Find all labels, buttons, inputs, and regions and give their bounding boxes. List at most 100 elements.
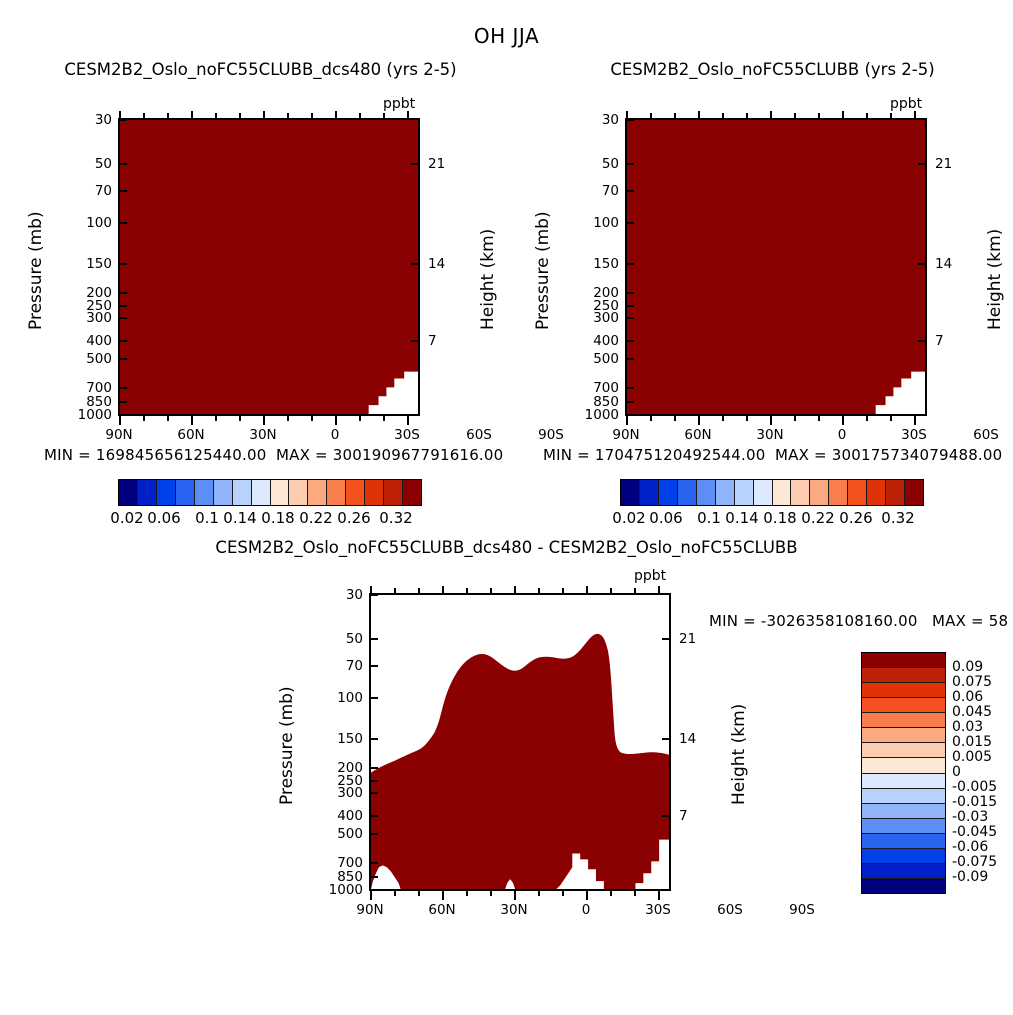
left-colorbar-cell-4 [194, 480, 214, 505]
right-colorbar-cell-2 [658, 480, 678, 505]
left-y2tick-21: 21 [428, 156, 446, 172]
diff-cbar-label-7: 0 [952, 764, 961, 780]
right-colorbar-cell-15 [905, 480, 923, 505]
right-panel-contour-fill [627, 120, 925, 414]
diff-colorbar-cell-8 [862, 773, 945, 789]
right-colorbar-cell-11 [829, 480, 849, 505]
left-ytick-150: 150 [86, 256, 112, 272]
diff-panel-title: CESM2B2_Oslo_noFC55CLUBB_dcs480 - CESM2B… [215, 538, 798, 557]
right-panel-unit: ppbt [890, 96, 923, 112]
left-panel-plot[interactable] [118, 118, 420, 416]
left-panel-title: CESM2B2_Oslo_noFC55CLUBB_dcs480 (yrs 2-5… [64, 60, 457, 79]
diff-ytick-500: 500 [337, 826, 363, 842]
right-colorbar-cell-9 [791, 480, 811, 505]
left-xtick-90S: 90S [538, 427, 564, 443]
diff-cbar-label-1: 0.075 [952, 674, 993, 690]
left-panel-yaxis-name: Pressure (mb) [26, 211, 46, 330]
diff-xtick-90N: 90N [356, 902, 384, 918]
diff-xtick-60N: 60N [428, 902, 456, 918]
left-ytick-300: 300 [86, 310, 112, 326]
left-colorbar-cell-5 [213, 480, 233, 505]
left-colorbar-cell-12 [346, 480, 366, 505]
right-colorbar[interactable] [620, 479, 924, 506]
diff-cbar-label-5: 0.015 [952, 734, 993, 750]
left-y2tick-7: 7 [428, 333, 437, 349]
left-ytick-250: 250 [86, 298, 112, 314]
diff-cbar-label-13: -0.075 [952, 854, 998, 870]
right-colorbar-cell-4 [696, 480, 716, 505]
diff-panel-max: MAX = 58 [932, 612, 1009, 630]
right-xtick-30S: 30S [901, 427, 927, 443]
left-cbar-label-6: 0.26 [337, 509, 371, 527]
diff-colorbar-cell-6 [862, 743, 945, 759]
right-ytick-150: 150 [593, 256, 619, 272]
left-ytick-700: 700 [86, 380, 112, 396]
right-cbar-label-2: 0.1 [697, 509, 721, 527]
right-panel-yaxis-name: Pressure (mb) [533, 211, 553, 330]
right-cbar-label-6: 0.26 [839, 509, 873, 527]
diff-colorbar[interactable] [861, 652, 946, 894]
diff-panel-plot[interactable] [369, 593, 671, 891]
left-cbar-label-7: 0.32 [379, 509, 413, 527]
left-colorbar-cell-7 [251, 480, 271, 505]
right-xtick-90N: 90N [612, 427, 640, 443]
diff-xtick-30S: 30S [645, 902, 671, 918]
right-colorbar-cell-7 [753, 480, 773, 505]
diff-colorbar-cell-11 [862, 818, 945, 834]
right-panel-plot[interactable] [625, 118, 927, 416]
diff-panel-unit: ppbt [634, 568, 667, 584]
diff-ytick-850: 850 [337, 869, 363, 885]
diff-ytick-400: 400 [337, 808, 363, 824]
left-colorbar[interactable] [118, 479, 422, 506]
right-colorbar-cell-14 [886, 480, 906, 505]
right-colorbar-cell-5 [715, 480, 735, 505]
right-ytick-50: 50 [601, 156, 619, 172]
right-panel-title: CESM2B2_Oslo_noFC55CLUBB (yrs 2-5) [610, 60, 935, 79]
left-colorbar-cell-0 [119, 480, 138, 505]
right-xtick-30N: 30N [756, 427, 784, 443]
diff-y2tick-21: 21 [679, 631, 697, 647]
left-colorbar-cell-8 [270, 480, 290, 505]
diff-colorbar-cell-3 [862, 698, 945, 714]
diff-cbar-label-8: -0.005 [952, 779, 998, 795]
right-xtick-60S: 60S [973, 427, 999, 443]
diff-xtick-90S: 90S [789, 902, 815, 918]
right-y2tick-21: 21 [935, 156, 953, 172]
right-y2tick-7: 7 [935, 333, 944, 349]
right-colorbar-cell-1 [639, 480, 659, 505]
right-panel-max: MAX = 300175734079488.00 [775, 446, 1003, 464]
diff-xtick-0: 0 [581, 902, 591, 918]
left-ytick-50: 50 [94, 156, 112, 172]
right-ytick-400: 400 [593, 333, 619, 349]
diff-cbar-label-11: -0.045 [952, 824, 998, 840]
right-ytick-1000: 1000 [584, 407, 619, 423]
left-colorbar-cell-1 [137, 480, 157, 505]
diff-ytick-100: 100 [337, 690, 363, 706]
right-ytick-700: 700 [593, 380, 619, 396]
diff-panel-y2axis-name: Height (km) [729, 703, 749, 805]
left-xtick-60S: 60S [466, 427, 492, 443]
left-xtick-30N: 30N [249, 427, 277, 443]
left-panel-min: MIN = 169845656125440.00 [44, 446, 267, 464]
left-ytick-70: 70 [94, 183, 112, 199]
diff-cbar-label-6: 0.005 [952, 749, 993, 765]
diff-cbar-label-9: -0.015 [952, 794, 998, 810]
right-xtick-60N: 60N [684, 427, 712, 443]
right-panel-y2axis-name: Height (km) [985, 228, 1005, 330]
diff-ytick-250: 250 [337, 773, 363, 789]
right-ytick-500: 500 [593, 351, 619, 367]
diff-ytick-1000: 1000 [328, 882, 363, 898]
left-panel-y2axis-name: Height (km) [478, 228, 498, 330]
left-xtick-60N: 60N [177, 427, 205, 443]
diff-xtick-30N: 30N [500, 902, 528, 918]
right-cbar-label-0: 0.02 [612, 509, 646, 527]
diff-colorbar-cell-0 [862, 653, 945, 669]
diff-ytick-50: 50 [345, 631, 363, 647]
diff-ytick-700: 700 [337, 855, 363, 871]
left-y2tick-14: 14 [428, 256, 446, 272]
left-panel-unit: ppbt [383, 96, 416, 112]
right-cbar-label-7: 0.32 [881, 509, 915, 527]
right-colorbar-cell-13 [867, 480, 887, 505]
diff-cbar-label-0: 0.09 [952, 659, 984, 675]
left-colorbar-cell-13 [365, 480, 385, 505]
